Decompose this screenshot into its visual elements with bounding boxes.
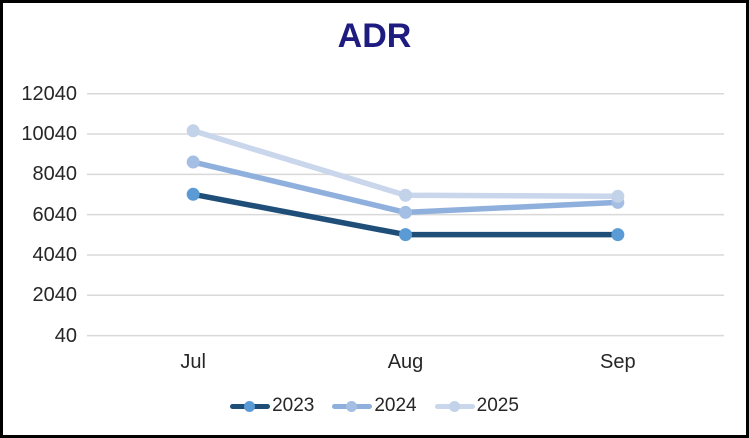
legend-label: 2023 [272,395,315,416]
y-tick-label: 8040 [32,163,78,186]
x-tick-label: Jul [180,351,206,373]
legend-item-2023[interactable]: 2023 [230,395,314,417]
y-tick-label: 6040 [32,203,78,226]
y-tick-label: 10040 [21,123,77,146]
legend-item-2024[interactable]: 2024 [332,395,417,417]
legend-label: 2025 [476,395,519,416]
chart-legend: 2023 2024 2025 [3,393,746,419]
y-tick-label: 12040 [21,82,77,105]
x-tick-label: Sep [600,351,636,373]
y-tick-label: 40 [54,324,77,347]
legend-line-marker-icon [434,400,475,413]
legend-item-2025[interactable]: 2025 [434,395,519,417]
legend-line-marker-icon [230,400,271,413]
plot-area [87,92,724,337]
legend-label: 2024 [374,395,417,416]
y-tick-label: 4040 [32,243,78,266]
legend-line-marker-icon [332,400,373,413]
x-tick-label: Aug [387,351,424,373]
y-tick-label: 2040 [32,284,78,307]
chart-title: ADR [337,17,412,55]
